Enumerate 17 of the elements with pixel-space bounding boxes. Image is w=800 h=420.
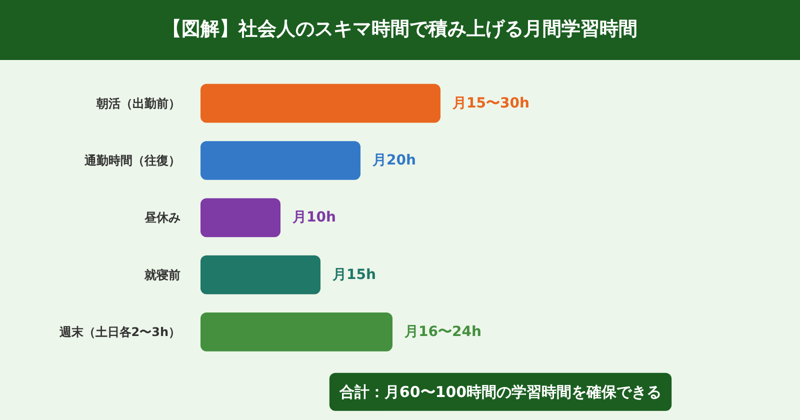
data-label: 月10h [292,210,336,226]
bar [200,312,392,352]
data-label: 月15h [332,266,376,283]
y-tick-label: 通勤時間（往復） [84,154,180,168]
data-label: 月16〜24h [404,324,482,340]
y-tick-label: 就寝前 [144,268,180,282]
bar [200,84,440,123]
bar [200,198,280,238]
bar [200,255,320,294]
y-tick-label: 週末（土日各2〜3h） [58,324,181,339]
chart-title: 【図解】社会人のスキマ時間で積み上げる月間学習時間 [162,17,638,42]
y-tick-label: 朝活（出勤前） [96,96,180,110]
y-tick-label: 昼休み [144,210,180,225]
data-label: 月15〜30h [452,95,530,112]
bar [200,141,360,180]
text: 合計：月60〜100時間の学習時間を確保できる [338,382,662,401]
data-label: 月20h [372,152,416,168]
